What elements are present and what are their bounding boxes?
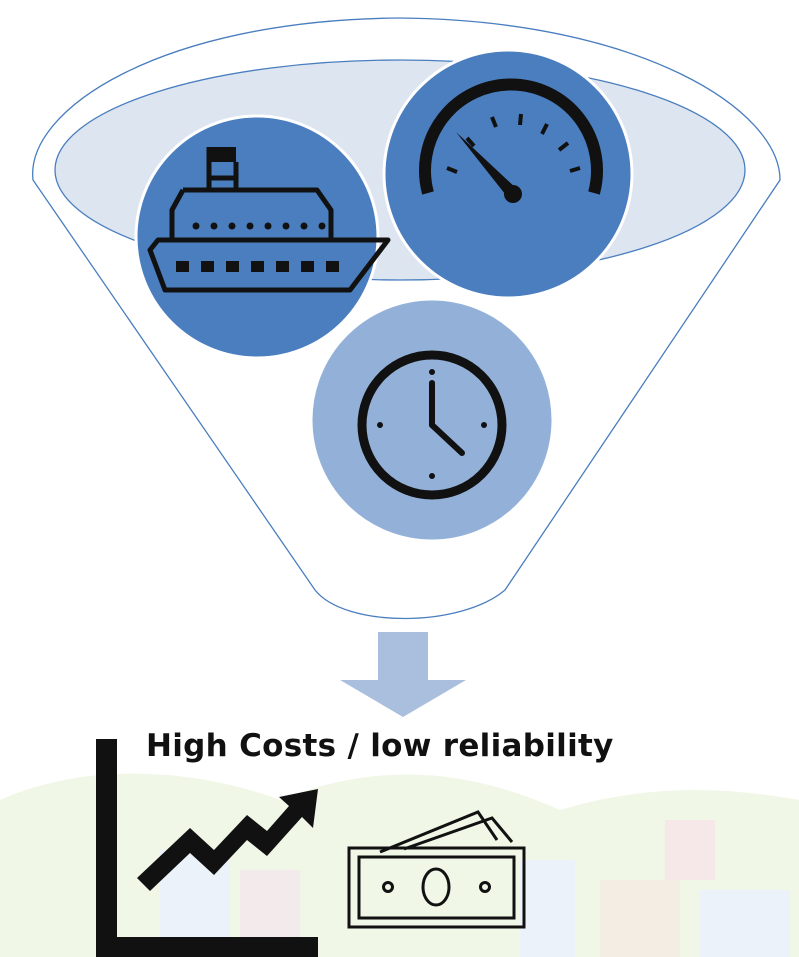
clock-icon: [357, 350, 507, 500]
ship-icon: [147, 147, 391, 293]
speedometer-icon: [419, 78, 603, 203]
money-banknotes-icon: [347, 810, 526, 929]
arrow-down-icon: [340, 632, 466, 717]
rising-trend-chart-icon: [96, 739, 318, 957]
background-scenery: [0, 773, 799, 957]
outcome-label: High Costs / low reliability: [146, 728, 614, 764]
ship-circle: [134, 114, 380, 360]
